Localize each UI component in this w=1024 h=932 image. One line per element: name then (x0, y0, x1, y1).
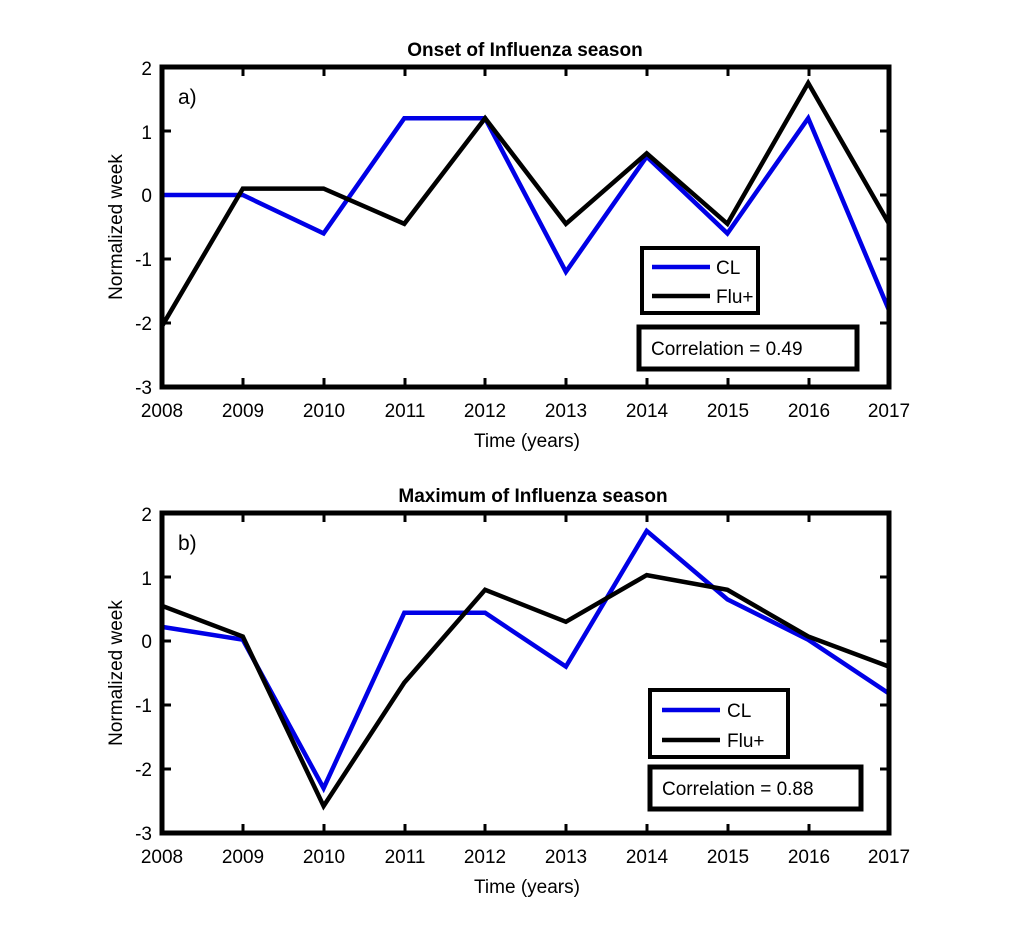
panel-a-y-axis-label: Normalized week (106, 154, 127, 300)
panel-b-y-axis-label: Normalized week (106, 600, 127, 746)
correlation-frame (647, 764, 864, 812)
panel-a-x-tick: 2013 (545, 401, 587, 422)
panel-a-y-ticks: 2 1 0 -1 -2 -3 (135, 59, 152, 399)
panel-a-y-tick: -2 (135, 314, 152, 335)
panel-b-y-tick: -3 (135, 824, 152, 845)
legend-box (640, 246, 760, 315)
panel-b-y-ticks: 2 1 0 -1 -2 -3 (135, 505, 152, 845)
panel-b-x-tick: 2017 (868, 847, 910, 868)
panel-b-title: Maximum of Influenza season (398, 486, 667, 507)
panel-a-x-tick: 2017 (868, 401, 910, 422)
panel-b-y-tick: 1 (141, 569, 152, 590)
legend-label-cl: CL (716, 258, 740, 279)
panel-a-x-tick: 2016 (788, 401, 830, 422)
panel-a-y-tick: -3 (135, 378, 152, 399)
panel-b-x-tick: 2014 (626, 847, 669, 868)
panel-b-x-tick: 2011 (385, 847, 426, 868)
panel-b-series-cl-line (161, 527, 891, 794)
legend-box (648, 688, 790, 759)
panel-a-label: a) (178, 86, 197, 109)
panel-a-x-tick: 2012 (464, 401, 506, 422)
panel-a-x-tick: 2014 (626, 401, 669, 422)
panel-b-y-tick: -1 (135, 696, 152, 717)
panel-a-x-tick: 2011 (385, 401, 426, 422)
panel-a-legend: CL Flu+ (640, 246, 760, 315)
panel-b-x-tick: 2013 (545, 847, 587, 868)
legend-label-flu: Flu+ (727, 731, 765, 752)
panel-b-x-tick: 2009 (222, 847, 264, 868)
panel-b-x-axis-label: Time (years) (474, 877, 580, 898)
panel-a-correlation-box: Correlation = 0.49 (636, 324, 860, 372)
legend-label-flu: Flu+ (716, 287, 754, 308)
panel-a-axes-box (159, 64, 892, 390)
panel-b-axes-box (159, 510, 892, 836)
panel-a-y-tick: -1 (135, 250, 152, 271)
panel-b-x-tick: 2016 (788, 847, 830, 868)
panel-b-x-tick: 2008 (141, 847, 183, 868)
correlation-frame (636, 324, 860, 372)
panel-a-x-axis-label: Time (years) (474, 431, 580, 452)
panel-a: Onset of Influenza season 2 1 0 -1 -2 -3… (106, 40, 910, 452)
panel-b: Maximum of Influenza season 2 1 0 -1 -2 … (106, 486, 910, 898)
panel-a-x-tick: 2010 (303, 401, 345, 422)
panel-b-y-tick: 2 (141, 505, 152, 526)
panel-b-y-tick: 0 (141, 632, 152, 653)
panel-a-title: Onset of Influenza season (407, 40, 642, 61)
panel-a-x-ticks: 2008 2009 2010 2011 2012 2013 2014 2015 … (141, 401, 910, 422)
legend-label-cl: CL (727, 701, 751, 722)
panel-a-series-flu-line (160, 78, 891, 328)
panel-a-y-tick: 0 (141, 186, 152, 207)
panel-b-x-tick: 2012 (464, 847, 506, 868)
panel-a-x-tick: 2009 (222, 401, 264, 422)
panel-a-x-tick: 2008 (141, 401, 183, 422)
panel-a-y-tick: 1 (141, 123, 152, 144)
correlation-text: Correlation = 0.49 (651, 339, 803, 360)
panel-b-x-tick: 2010 (303, 847, 345, 868)
panel-a-plot-area (160, 78, 892, 328)
panel-b-correlation-box: Correlation = 0.88 (647, 764, 864, 812)
panel-b-plot-area (161, 527, 891, 811)
panel-b-x-tick: 2015 (707, 847, 749, 868)
correlation-text: Correlation = 0.88 (662, 779, 814, 800)
panel-b-y-tick: -2 (135, 760, 152, 781)
panel-b-label: b) (178, 532, 197, 555)
panel-b-x-ticks: 2008 2009 2010 2011 2012 2013 2014 2015 … (141, 847, 910, 868)
panel-a-y-tick: 2 (141, 59, 152, 80)
panel-b-legend: CL Flu+ (648, 688, 790, 759)
panel-a-series-cl-line (162, 113, 892, 312)
panel-a-x-tick: 2015 (707, 401, 749, 422)
panel-b-series-flu-line (161, 572, 890, 811)
